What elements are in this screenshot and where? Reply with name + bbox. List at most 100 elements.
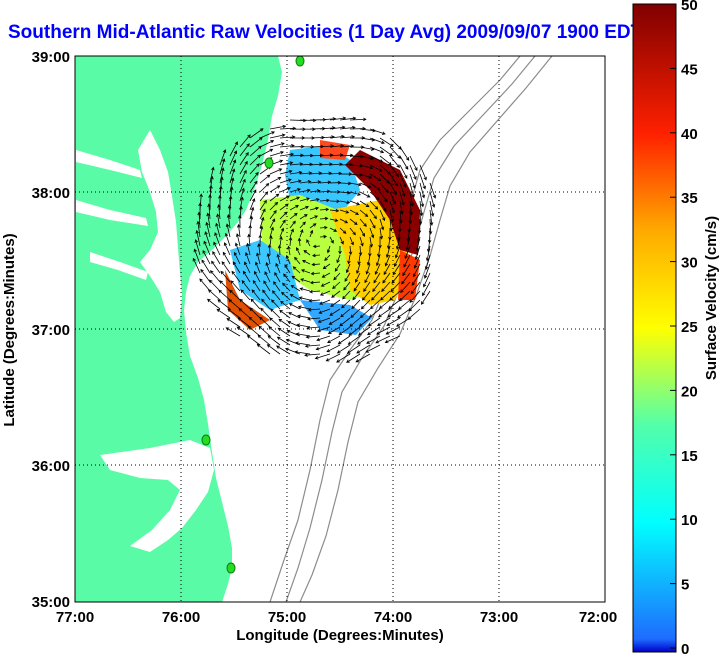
velocity-arrow [249, 198, 256, 211]
velocity-arrow [294, 350, 311, 355]
velocity-arrow [284, 347, 301, 355]
velocity-arrow [216, 213, 221, 229]
velocity-arrow [367, 317, 381, 327]
velocity-arrow [319, 207, 330, 212]
velocity-arrow [380, 290, 391, 301]
velocity-arrow [211, 260, 221, 274]
velocity-arrow [368, 308, 381, 318]
bay-tributary [76, 200, 148, 226]
velocity-arrow [299, 180, 312, 184]
velocity-arrow [219, 167, 225, 184]
velocity-arrow [385, 245, 391, 259]
velocity-arrow [429, 191, 436, 208]
velocity-arrow [279, 169, 293, 175]
velocity-arrow [227, 308, 241, 319]
velocity-arrow [289, 212, 298, 220]
velocity-arrow [212, 251, 221, 265]
velocity-arrow [329, 199, 341, 204]
velocity-arrow [279, 227, 285, 238]
velocity-arrow [379, 200, 387, 212]
velocity-arrow [385, 326, 401, 335]
velocity-arrow [195, 229, 201, 247]
velocity-arrow [365, 263, 371, 275]
velocity-arrow [291, 275, 301, 283]
velocity-arrow [412, 263, 421, 278]
velocity-arrow [289, 294, 301, 301]
velocity-arrow [276, 336, 291, 346]
velocity-arrow [326, 245, 331, 254]
velocity-arrow [239, 143, 250, 157]
velocity-arrows [192, 116, 437, 363]
velocity-arrow [210, 270, 221, 283]
velocity-arrow [358, 245, 363, 257]
velocity-arrow [399, 200, 404, 215]
velocity-arrow [238, 214, 242, 229]
colorbar-tick-label: 45 [681, 61, 698, 78]
velocity-arrow [419, 173, 426, 190]
velocity-arrow [369, 164, 383, 172]
velocity-arrow [356, 263, 361, 275]
velocity-arrow [269, 201, 279, 211]
velocity-arrow [287, 320, 301, 328]
velocity-arrow [401, 272, 411, 285]
velocity-arrow [325, 353, 341, 362]
velocity-arrow [246, 242, 251, 256]
velocity-arrow [349, 227, 356, 236]
velocity-arrow [386, 317, 401, 326]
velocity-arrow [381, 281, 391, 293]
velocity-arrow [359, 209, 369, 217]
velocity-arrow [260, 307, 271, 319]
velocity-arrow [295, 247, 301, 256]
velocity-arrow [316, 335, 331, 342]
velocity-arrow [394, 245, 401, 259]
velocity-arrow [408, 299, 421, 312]
velocity-arrow [379, 191, 388, 203]
velocity-arrow [266, 344, 281, 355]
velocity-arrow [269, 317, 281, 328]
velocity-arrow [249, 171, 259, 184]
velocity-arrow [297, 237, 302, 247]
velocity-arrow [322, 263, 331, 270]
velocity-arrow [256, 252, 261, 265]
velocity-arrow [258, 234, 263, 247]
velocity-arrow [237, 317, 251, 328]
hf-radar-stations [201, 56, 305, 574]
velocity-arrow [366, 335, 381, 344]
velocity-arrow [309, 215, 319, 220]
x-tick-label: 73:00 [480, 609, 518, 626]
velocity-arrow [197, 211, 201, 229]
velocity-arrow [349, 236, 354, 246]
velocity-arrow [343, 281, 351, 291]
velocity-arrow [269, 168, 283, 175]
velocity-arrow [229, 289, 241, 301]
velocity-arrow [309, 153, 324, 158]
velocity-arrow [379, 155, 392, 166]
velocity-arrow [364, 272, 371, 284]
velocity-arrow [264, 271, 271, 283]
velocity-arrow [289, 196, 301, 202]
velocity-arrow [310, 271, 321, 276]
velocity-arrow [279, 203, 289, 211]
velocity-arrow [375, 254, 381, 267]
colorbar-tick-label: 50 [681, 0, 698, 14]
velocity-arrow [309, 197, 320, 202]
velocity-arrow [389, 200, 395, 214]
station-marker [295, 56, 305, 67]
velocity-arrow [287, 245, 291, 256]
station-marker [264, 157, 274, 169]
velocity-arrow [334, 263, 341, 272]
velocity-arrow [299, 171, 313, 175]
velocity-arrow [408, 209, 413, 225]
velocity-arrow [319, 234, 328, 239]
velocity-arrow [336, 254, 341, 264]
velocity-arrow [402, 263, 411, 277]
velocity-arrow [369, 218, 376, 229]
velocity-arrow [304, 344, 321, 348]
velocity-arrow [285, 254, 291, 265]
velocity-arrow [337, 335, 351, 345]
velocity-arrow [288, 236, 293, 247]
velocity-arrow [359, 191, 371, 198]
velocity-arrow [277, 244, 282, 256]
velocity-arrow [329, 180, 342, 185]
velocity-arrow [263, 280, 271, 292]
